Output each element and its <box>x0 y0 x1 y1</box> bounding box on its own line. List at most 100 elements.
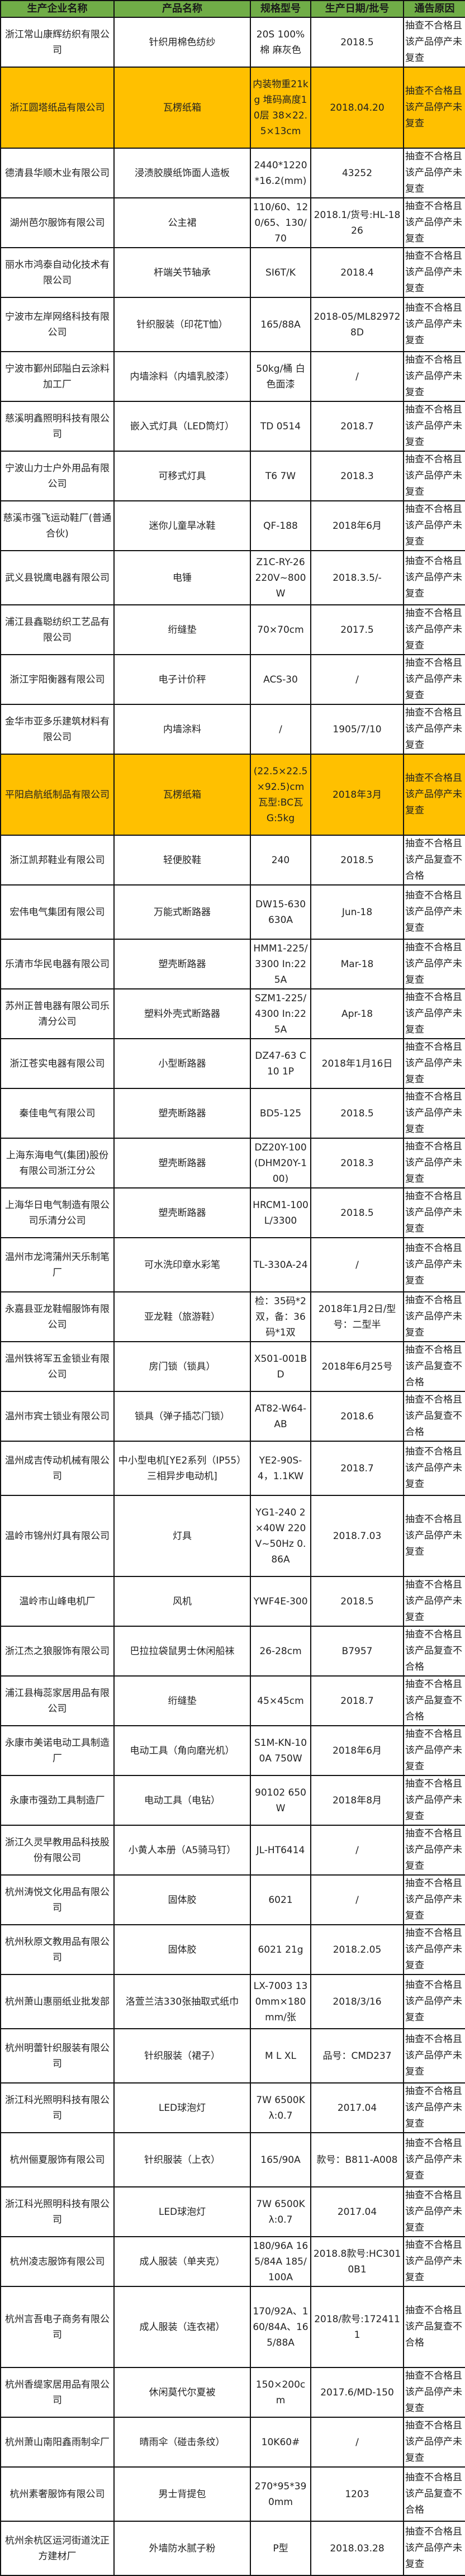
spec-cell: AT82-W64-AB <box>250 1391 311 1442</box>
spec-cell: ACS-30 <box>250 654 311 705</box>
company-cell: 杭州凌志服饰有限公司 <box>0 2236 115 2287</box>
product-cell: 成人服装（单夹克） <box>113 2236 251 2287</box>
date-batch-cell: 43252 <box>310 148 404 198</box>
product-cell: 电锤 <box>113 550 251 605</box>
date-batch-cell: 2018.03.28 <box>310 2521 404 2576</box>
company-cell: 浦江县梅蕊家居用品有限公司 <box>0 1675 115 1726</box>
product-cell: 固体胶 <box>113 1924 251 1975</box>
date-batch-cell: 2017.6/MD-150 <box>310 2367 404 2418</box>
product-cell: 针织用棉色纺纱 <box>113 17 251 68</box>
table-row: 苏州正普电器有限公司乐清分公司 塑料外壳式断路器 SZM1-225/4300 In:… <box>0 988 465 1039</box>
table-row: 浦江县梅蕊家居用品有限公司 绗缝垫 45×45cm 2018.7 抽查不合格且该产品复查… <box>0 1675 465 1726</box>
table-row: 杭州素奢服饰有限公司 男士背提包 270*95*390mm 1203 抽查不合格且该产品… <box>0 2466 465 2522</box>
date-batch-cell: / <box>310 2417 404 2468</box>
product-cell: 可水洗印章水彩笔 <box>113 1237 251 1292</box>
reason-cell: 抽查不合格且该产品停产未复查 <box>403 704 465 755</box>
spec-cell: SZM1-225/4300 In:225A <box>250 988 311 1039</box>
table-row: 上海东海电气(集团)股份有限公司浙江分公 塑壳断路器 DZ20Y-100(DHM20… <box>0 1138 465 1188</box>
company-cell: 杭州秋原文教用品有限公司 <box>0 1924 115 1975</box>
date-batch-cell: 2018.7 <box>310 1675 404 1726</box>
reason-cell: 抽查不合格且该产品停产未复查 <box>403 1187 465 1238</box>
table-row: 浙江苍实电器有限公司 小型断路器 DZ47-63 C10 1P 2018年1月16日抽… <box>0 1038 465 1089</box>
spec-cell: 150×200cm <box>250 2367 311 2418</box>
product-cell: 塑壳断路器 <box>113 1088 251 1139</box>
reason-cell: 抽查不合格且该产品停产未复查 <box>403 451 465 501</box>
company-cell: 永嘉县亚龙鞋帽服饰有限公司 <box>0 1291 115 1342</box>
date-batch-cell: 2018.3 <box>310 1138 404 1188</box>
date-batch-cell: / <box>310 1237 404 1292</box>
date-batch-cell: 2018.7.03 <box>310 1495 404 1577</box>
reason-cell: 抽查不合格且该产品复查不合格 <box>403 1626 465 1677</box>
table-row: 宁波市鄞州邱隘白云涂料加工厂 内墙涂料（内墙乳胶漆） 50kg/桶 白色面漆 / 抽查不… <box>0 351 465 402</box>
company-cell: 温州成吉传动机械有限公司 <box>0 1441 115 1496</box>
spec-cell: DZ20Y-100(DHM20Y-100) <box>250 1138 311 1188</box>
product-cell: 亚龙鞋（旅游鞋） <box>113 1291 251 1342</box>
product-cell: 固体胶 <box>113 1874 251 1925</box>
date-batch-cell: / <box>310 1825 404 1876</box>
spec-cell: 180/96A 165/84A 185/100A <box>250 2236 311 2287</box>
spec-cell: M L XL <box>250 2028 311 2083</box>
reason-cell: 抽查不合格且该产品停产未复查 <box>403 1924 465 1975</box>
company-cell: 乐清市华民电器有限公司 <box>0 939 115 989</box>
reason-cell: 抽查不合格且该产品停产未复查 <box>403 1825 465 1876</box>
date-batch-cell: 2018.2.05 <box>310 1924 404 1975</box>
company-cell: 苏州正普电器有限公司乐清分公司 <box>0 988 115 1039</box>
spec-cell: P型 <box>250 2521 311 2576</box>
reason-cell: 抽查不合格且该产品停产未复查 <box>403 1138 465 1188</box>
date-batch-cell: 2018年6月25号 <box>310 1341 404 1392</box>
product-cell: 塑壳断路器 <box>113 1187 251 1238</box>
table-row: 慈溪明鑫照明科技有限公司 嵌入式灯具（LED筒灯） TD 0514 2018.7 抽查不… <box>0 401 465 452</box>
table-row: 慈溪市强飞运动鞋厂(普通合伙) 迷你儿童旱冰鞋 QF-188 2018年6月 抽查不合格… <box>0 500 465 551</box>
company-cell: 杭州萧山惠丽纸业批发部 <box>0 1974 115 2029</box>
reason-cell: 抽查不合格且该产品停产未复查 <box>403 604 465 655</box>
reason-cell: 抽查不合格且该产品停产未复查 <box>403 1576 465 1627</box>
company-cell: 温州市龙湾蒲州天乐制笔厂 <box>0 1237 115 1292</box>
reason-cell: 抽查不合格且该产品停产未复查 <box>403 2028 465 2083</box>
reason-cell: 抽查不合格且该产品停产未复查 <box>403 17 465 68</box>
reason-cell: 抽查不合格且该产品停产未复查 <box>403 67 465 149</box>
company-cell: 温州铁将军五金锁业有限公司 <box>0 1341 115 1392</box>
company-cell: 浙江宇阳衡器有限公司 <box>0 654 115 705</box>
spec-cell: 165/90A <box>250 2132 311 2187</box>
company-cell: 秦佳电气有限公司 <box>0 1088 115 1139</box>
company-cell: 浙江科光照明科技有限公司 <box>0 2186 115 2237</box>
company-cell: 丽水市鸿泰自动化技术有限公司 <box>0 247 115 298</box>
spec-cell: 20S 100%棉 麻灰色 <box>250 17 311 68</box>
product-cell: 针织服装（裙子） <box>113 2028 251 2083</box>
company-cell: 温岭市锦州灯具有限公司 <box>0 1495 115 1577</box>
spec-cell: 240 <box>250 835 311 886</box>
product-cell: 内墙涂料（内墙乳胶漆） <box>113 351 251 402</box>
reason-cell: 抽查不合格且该产品复查不合格 <box>403 1391 465 1442</box>
reason-cell: 抽查不合格且该产品停产未复查 <box>403 1775 465 1826</box>
company-cell: 上海东海电气(集团)股份有限公司浙江分公 <box>0 1138 115 1188</box>
spec-cell: YE2-90S-4，1.1KW <box>250 1441 311 1496</box>
reason-cell: 抽查不合格且该产品停产未复查 <box>403 654 465 705</box>
company-cell: 浙江圆塔纸品有限公司 <box>0 67 115 149</box>
company-cell: 上海华日电气制造有限公司乐清分公司 <box>0 1187 115 1238</box>
date-batch-cell: 2018年8月 <box>310 1775 404 1826</box>
product-cell: 瓦楞纸箱 <box>113 754 251 836</box>
product-cell: 针织服装（印花T恤） <box>113 297 251 352</box>
reason-cell: 抽查不合格且该产品复查不合格 <box>403 2286 465 2368</box>
date-batch-cell: / <box>310 351 404 402</box>
company-cell: 浙江凯邦鞋业有限公司 <box>0 835 115 886</box>
date-batch-cell: 2018.5 <box>310 1088 404 1139</box>
spec-cell: S1M-KN-100A 750W <box>250 1725 311 1776</box>
spec-cell: 2440*1220*16.2(mm) <box>250 148 311 198</box>
table-row: 乐清市华民电器有限公司 塑壳断路器 HMM1-225/3300 In:225A Mar… <box>0 939 465 989</box>
product-cell: 迷你儿童旱冰鞋 <box>113 500 251 551</box>
company-cell: 浙江久灵早教用品科技股份有限公司 <box>0 1825 115 1876</box>
date-batch-cell: 2018.04.20 <box>310 67 404 149</box>
spec-cell: DW15-630 630A <box>250 884 311 940</box>
product-cell: 巴拉拉袋鼠男士休闲船袜 <box>113 1626 251 1677</box>
product-cell: LED球泡灯 <box>113 2186 251 2237</box>
spec-cell: 70×70cm <box>250 604 311 655</box>
table-row: 浙江杰之狼服饰有限公司 巴拉拉袋鼠男士休闲船袜 26-28cm B7957 抽查不合格且… <box>0 1626 465 1677</box>
product-cell: 外墙防水腻子粉 <box>113 2521 251 2576</box>
company-cell: 宏伟电气集团有限公司 <box>0 884 115 940</box>
table-row: 杭州秋原文教用品有限公司 固体胶 6021 21g 2018.2.05 抽查不合格且该产… <box>0 1924 465 1975</box>
header-date-batch: 生产日期/批号 <box>310 0 404 18</box>
date-batch-cell: 2018-05/ML829728D <box>310 297 404 352</box>
date-batch-cell: 款号：B811-A008 <box>310 2132 404 2187</box>
table-row: 秦佳电气有限公司 塑壳断路器 BD5-125 2018.5 抽查不合格且该产品停产未复查 <box>0 1088 465 1139</box>
